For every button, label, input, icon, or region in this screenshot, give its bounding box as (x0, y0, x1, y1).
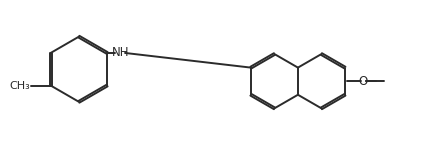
Text: NH: NH (111, 46, 129, 59)
Text: O: O (359, 75, 368, 88)
Text: CH₃: CH₃ (9, 80, 30, 90)
